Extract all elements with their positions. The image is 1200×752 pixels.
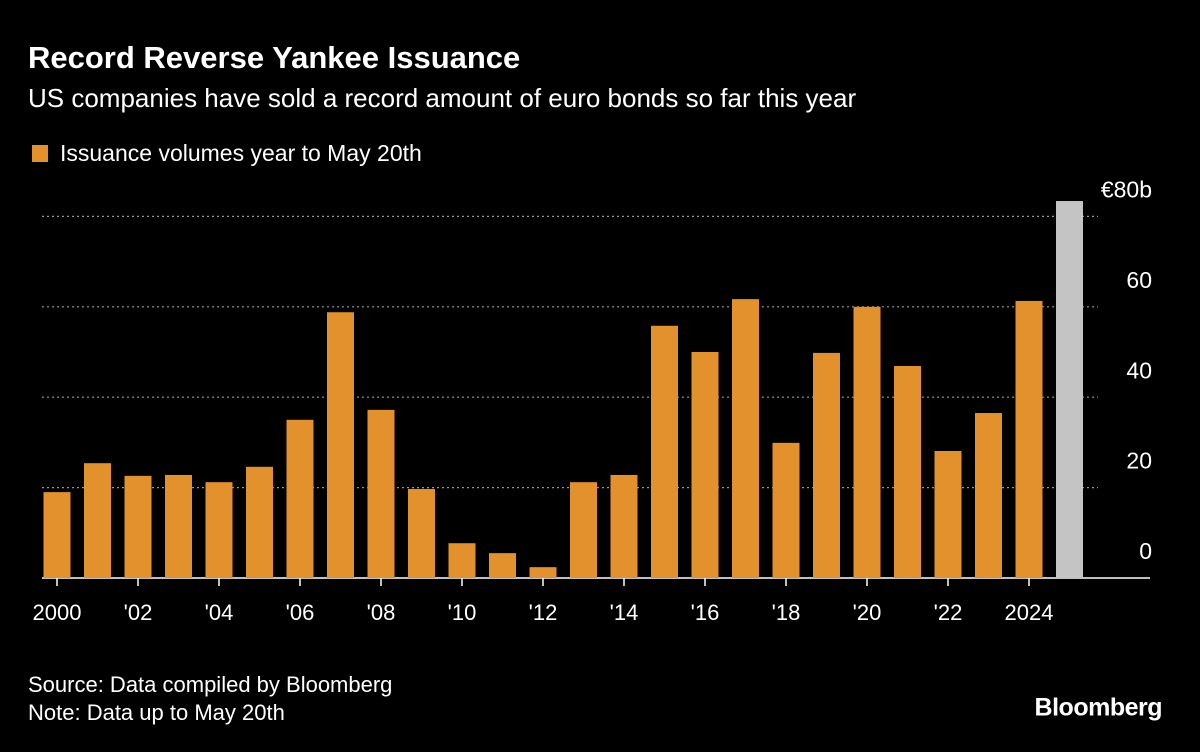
x-tick-label: '14 <box>610 600 639 625</box>
bar <box>408 488 435 578</box>
bar <box>205 482 233 578</box>
bar <box>570 482 597 578</box>
y-tick-label: 60 <box>1126 267 1152 293</box>
bar <box>43 492 71 578</box>
x-tick-label: '08 <box>367 600 396 625</box>
bar <box>1056 201 1083 579</box>
bar <box>651 325 678 578</box>
x-tick-label: '04 <box>205 600 234 625</box>
x-tick-label: '20 <box>853 600 882 625</box>
bar <box>367 409 395 578</box>
x-tick-label: '16 <box>691 600 720 625</box>
chart-subtitle: US companies have sold a record amount o… <box>28 83 856 113</box>
bar <box>934 450 962 578</box>
bar <box>448 543 476 578</box>
y-tick-label: 20 <box>1126 448 1152 474</box>
bar <box>124 475 152 578</box>
bar <box>732 299 759 578</box>
y-tick-label: €80b <box>1101 176 1152 202</box>
x-tick-label: '12 <box>529 600 558 625</box>
bar <box>610 474 638 578</box>
bar <box>286 419 314 578</box>
x-tick-label: '22 <box>934 600 963 625</box>
bar <box>489 553 516 578</box>
legend-swatch <box>32 145 48 162</box>
bar <box>853 306 881 578</box>
bar <box>691 352 719 578</box>
legend-label: Issuance volumes year to May 20th <box>60 140 422 166</box>
bar <box>1015 300 1043 578</box>
source: Source: Data compiled by Bloomberg <box>28 672 392 697</box>
x-tick-label: '06 <box>286 600 315 625</box>
x-tick-label: '18 <box>772 600 801 625</box>
x-tick-label: 2000 <box>33 600 82 625</box>
x-tick-label: '10 <box>448 600 477 625</box>
bar <box>813 352 840 578</box>
bar <box>84 463 111 578</box>
y-tick-label: 40 <box>1126 357 1152 383</box>
x-tick-label: '02 <box>124 600 153 625</box>
bar <box>772 442 800 578</box>
brand: Bloomberg <box>1035 694 1162 722</box>
note: Note: Data up to May 20th <box>28 700 285 725</box>
chart-title: Record Reverse Yankee Issuance <box>28 40 520 75</box>
bar <box>246 466 273 578</box>
x-tick-label: 2024 <box>1005 600 1054 625</box>
bar <box>529 567 557 578</box>
bar <box>894 366 921 578</box>
bar <box>165 474 192 578</box>
bar <box>975 413 1002 578</box>
bar <box>327 312 354 578</box>
y-tick-label: 0 <box>1139 538 1152 564</box>
